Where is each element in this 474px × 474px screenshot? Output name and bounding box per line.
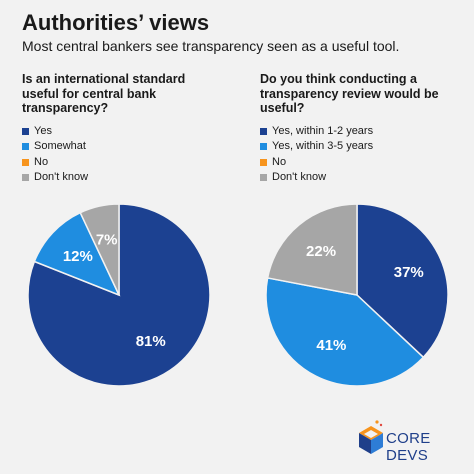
page-subtitle: Most central bankers see transparency se…: [22, 38, 400, 54]
pie-slice: [356, 203, 449, 359]
legend-label: Yes, within 1-2 years: [272, 124, 374, 137]
legend-swatch: [260, 127, 267, 135]
data-label: 7%: [96, 231, 118, 248]
legend-item: No: [260, 155, 474, 171]
pie-slice: [266, 203, 358, 296]
pie-slice: [33, 211, 121, 297]
legend-label: Yes, within 3-5 years: [272, 140, 374, 152]
legend-swatch: [22, 158, 29, 166]
chart-legend: Yes, within 1-2 years Yes, within 3-5 ye…: [260, 124, 474, 186]
legend-label: No: [34, 155, 49, 168]
data-label: 12%: [63, 248, 93, 265]
legend-item: Yes, within 1-2 years: [260, 124, 474, 140]
legend-label: Somewhat: [34, 140, 86, 152]
logo-text: CORE DEVS: [386, 430, 431, 464]
chart-title: Do you think conducting a transparency r…: [260, 72, 439, 115]
chart-legend: Yes Somewhat No Don't know: [22, 124, 242, 186]
legend-swatch: [260, 143, 267, 151]
legend-item: Don't know: [260, 170, 474, 186]
pie-chart-review: 37% 41% 22%: [265, 203, 449, 387]
data-label: 37%: [394, 264, 424, 281]
data-label: 22%: [306, 243, 336, 260]
legend-item: Yes, within 3-5 years: [260, 139, 474, 155]
legend-item: Somewhat: [22, 139, 242, 155]
legend-swatch: [22, 143, 29, 151]
chart-panel-standard: Is an international standard useful for …: [22, 72, 242, 186]
pie-slice: [79, 203, 120, 296]
legend-label: Yes: [34, 124, 52, 137]
pie-chart-standard: 81% 12%7%: [27, 203, 211, 387]
data-label: 81%: [136, 333, 166, 350]
legend-label: Don't know: [272, 171, 327, 183]
legend-label: Don't know: [34, 171, 89, 183]
pie-slice: [265, 277, 425, 387]
chart-title: Is an international standard useful for …: [22, 72, 186, 115]
data-label: 41%: [316, 337, 346, 354]
legend-swatch: [22, 174, 29, 182]
legend-item: Yes: [22, 124, 242, 140]
legend-swatch: [260, 174, 267, 182]
legend-label: No: [272, 155, 287, 168]
legend-item: No: [22, 155, 242, 171]
page-title: Authorities’ views: [22, 10, 210, 35]
legend-swatch: [22, 127, 29, 135]
core-devs-logo-icon: [359, 420, 383, 454]
legend-item: Don't know: [22, 170, 242, 186]
chart-panel-review: Do you think conducting a transparency r…: [260, 72, 474, 186]
legend-swatch: [260, 158, 267, 166]
